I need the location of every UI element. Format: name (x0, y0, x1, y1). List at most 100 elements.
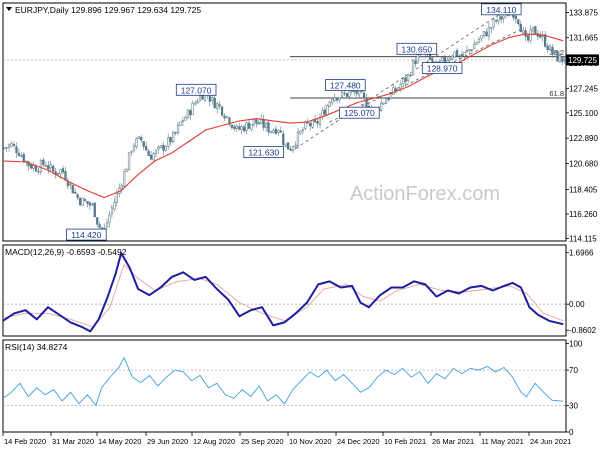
candle-body (544, 34, 547, 47)
candle-body (105, 222, 109, 228)
candle-body (250, 123, 253, 130)
annotation-box (325, 79, 366, 91)
last-price-label: 129.725 (568, 56, 597, 65)
rsi-line (2, 356, 564, 407)
y-tick-label: 131.665 (569, 34, 598, 43)
annotation-label: 121.630 (248, 148, 279, 158)
x-tick-label: 14 May 2020 (98, 437, 141, 446)
x-tick-label: 14 Feb 2020 (4, 437, 46, 446)
candle-body (443, 57, 446, 63)
candle-body (8, 144, 11, 148)
candle-body (257, 122, 260, 125)
candle-body (465, 49, 468, 52)
candle-body (201, 95, 204, 100)
candle-body (407, 74, 410, 81)
candle-body (480, 35, 483, 39)
candle-body (196, 101, 199, 104)
candle-body (154, 150, 158, 155)
candle-body (519, 24, 522, 33)
candle-body (384, 99, 388, 104)
candle-body (490, 27, 493, 29)
candle-body (500, 16, 503, 20)
candle-body (416, 54, 419, 64)
candle-body (487, 26, 490, 37)
candle-body (52, 165, 55, 172)
candle-body (69, 183, 72, 186)
candle-body (213, 97, 216, 109)
macd-y-tick-label: 1.6966 (569, 249, 594, 258)
candle-body (404, 77, 407, 82)
candle-body (152, 153, 155, 161)
watermark-text: ActionForex.com (350, 183, 500, 205)
candle-body (10, 143, 13, 147)
candle-body (218, 104, 221, 107)
annotation-label: 128.970 (427, 64, 458, 74)
candle-body (132, 145, 136, 151)
candle-body (191, 102, 194, 115)
annotation-label: 134.110 (486, 5, 516, 15)
annotation-label: 127.480 (330, 81, 361, 91)
macd-line (2, 252, 564, 333)
candle-body (482, 30, 486, 36)
y-tick-label: 114.115 (569, 235, 597, 244)
candle-body (265, 123, 268, 128)
y-tick-label: 133.875 (569, 8, 598, 17)
candle-body (477, 39, 481, 43)
y-tick-label: 127.245 (569, 84, 598, 93)
candle-body (558, 55, 561, 63)
macd-y-tick-label: -0.8602 (569, 326, 597, 335)
rsi-y-tick-label: 30 (569, 401, 578, 410)
candle-body (252, 119, 255, 125)
candle-body (184, 117, 187, 121)
annotation-box (243, 146, 284, 159)
panel-frames (2, 2, 567, 433)
candle-body (37, 171, 40, 173)
candle-body (534, 26, 537, 35)
candle-body (399, 84, 402, 89)
x-tick-label: 12 Aug 2020 (193, 437, 235, 446)
candle-body (34, 165, 38, 172)
candle-body (211, 97, 214, 101)
candle-body (279, 130, 282, 133)
candle-body (135, 138, 138, 148)
rsi-title: RSI(14) 34.8274 (5, 342, 68, 352)
candle-body (59, 169, 62, 174)
x-axis: 14 Feb 2020 31 Mar 2020 14 May 2020 29 Jun … (2, 432, 571, 446)
candle-body (130, 151, 133, 153)
candle-body (304, 121, 307, 130)
y-tick-label: 118.405 (569, 185, 598, 194)
price-panel: ActionForex.com38.261.8134.110130.650128… (2, 3, 599, 244)
candle-body (463, 51, 466, 57)
candle-body (553, 50, 557, 54)
candle-body (382, 102, 385, 105)
candle-body (475, 42, 478, 45)
candle-body (39, 160, 43, 173)
candle-body (539, 34, 542, 38)
candle-body (468, 49, 471, 52)
candle-body (526, 35, 530, 41)
rsi-frame (2, 339, 567, 433)
candle-body (230, 124, 233, 128)
candle-body (397, 87, 400, 90)
candle-body (441, 57, 444, 61)
candle-body (411, 59, 415, 76)
candle-body (429, 54, 432, 60)
x-tick-label: 24 Jun 2021 (530, 437, 571, 446)
rsi-y-tick-label: 100 (569, 340, 583, 349)
candle-body (529, 29, 532, 41)
candle-body (362, 92, 366, 98)
candle-body (228, 117, 231, 125)
candle-body (235, 125, 238, 129)
candle-body (355, 90, 358, 94)
candle-body (311, 120, 314, 128)
candle-body (274, 128, 278, 134)
candle-body (61, 168, 65, 173)
x-tick-label: 25 Sep 2020 (241, 437, 284, 446)
candle-body (460, 54, 464, 58)
candle-body (269, 131, 273, 133)
candle-body (551, 47, 554, 54)
annotation-label: 125.070 (344, 108, 375, 118)
candle-body (159, 145, 162, 148)
candle-body (49, 164, 52, 169)
